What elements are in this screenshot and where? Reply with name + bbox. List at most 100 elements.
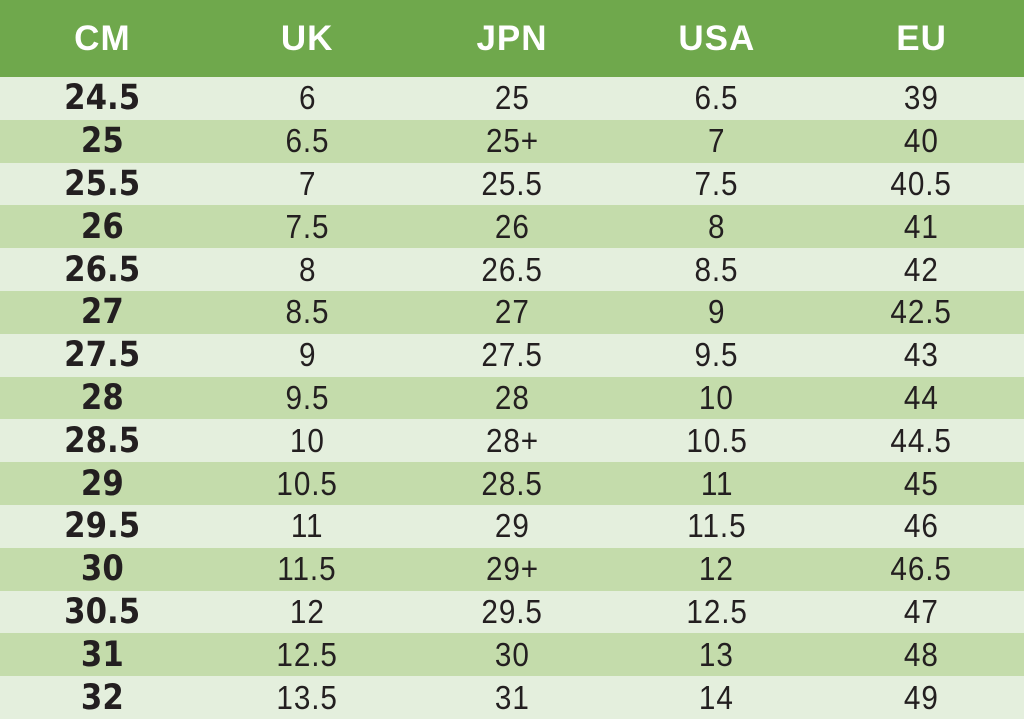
size-value: 43: [904, 336, 940, 374]
size-value-cell: 12: [205, 591, 410, 634]
size-value-cell: 49: [819, 676, 1024, 719]
size-value-cell: 30: [410, 633, 615, 676]
cm-value-cell: 27.5: [0, 334, 205, 377]
size-value: 49: [904, 678, 940, 716]
table-row: 32 13.5 31 14 49: [0, 676, 1024, 719]
table-row: 29 10.5 28.5 11 45: [0, 462, 1024, 505]
size-value: 14: [699, 678, 735, 716]
size-value-cell: 41: [819, 205, 1024, 248]
size-value: 28+: [485, 421, 539, 459]
size-value-cell: 7: [614, 120, 819, 163]
size-value: 28: [494, 378, 530, 416]
column-header-eu: EU: [819, 0, 1024, 77]
size-value-cell: 39: [819, 77, 1024, 120]
size-value-cell: 11: [614, 462, 819, 505]
size-value: 27.5: [64, 335, 141, 376]
table-row: 24.5 6 25 6.5 39: [0, 77, 1024, 120]
size-value: 46.5: [890, 550, 953, 588]
cm-value-cell: 30.5: [0, 591, 205, 634]
size-value-cell: 7.5: [614, 163, 819, 206]
column-header-uk: UK: [205, 0, 410, 77]
size-value: 31: [494, 678, 530, 716]
size-value: 8.5: [694, 250, 739, 288]
table-row: 27.5 9 27.5 9.5 43: [0, 333, 1024, 377]
size-value: 11.5: [687, 507, 747, 545]
size-value: 47: [904, 592, 940, 630]
size-value: 6: [298, 79, 316, 117]
size-value: 48: [904, 635, 940, 673]
size-value-cell: 46.5: [819, 548, 1024, 591]
cm-value-cell: 26: [0, 205, 205, 248]
column-header-label: USA: [678, 18, 756, 58]
size-value-cell: 9.5: [614, 334, 819, 377]
size-value-cell: 9: [205, 334, 410, 377]
size-value: 9.5: [694, 336, 739, 374]
size-value-cell: 25: [410, 77, 615, 120]
column-header-label: EU: [896, 18, 947, 58]
size-value: 10.5: [686, 421, 748, 459]
size-value-cell: 8: [614, 205, 819, 248]
size-value: 11: [290, 507, 324, 545]
size-value: 27.5: [481, 336, 543, 374]
size-value: 6.5: [285, 122, 330, 160]
size-value-cell: 40.5: [819, 163, 1024, 206]
size-value: 29.5: [64, 506, 141, 547]
size-value-cell: 28+: [410, 419, 615, 462]
size-value-cell: 27.5: [410, 334, 615, 377]
size-value: 27: [494, 293, 530, 331]
size-value-cell: 11: [205, 505, 410, 548]
cm-value-cell: 25.5: [0, 163, 205, 206]
size-value: 12.5: [276, 635, 338, 673]
size-value: 30: [494, 635, 530, 673]
size-value-cell: 9: [614, 291, 819, 334]
cm-value-cell: 27: [0, 291, 205, 334]
size-value: 25.5: [481, 164, 543, 202]
cm-value-cell: 30: [0, 548, 205, 591]
size-value-cell: 47: [819, 591, 1024, 634]
size-value: 6.5: [694, 79, 739, 117]
size-value: 30: [80, 549, 124, 590]
size-value: 8: [708, 207, 726, 245]
size-value-cell: 7.5: [205, 205, 410, 248]
size-value-cell: 10.5: [205, 462, 410, 505]
size-value: 10.5: [276, 464, 338, 502]
size-value: 11: [700, 464, 734, 502]
size-value: 9: [708, 293, 726, 331]
size-value: 7: [298, 164, 316, 202]
table-row: 28.5 10 28+ 10.5 44.5: [0, 419, 1024, 463]
size-value: 13: [699, 635, 735, 673]
size-value-cell: 44.5: [819, 419, 1024, 462]
size-value-cell: 43: [819, 334, 1024, 377]
size-value-cell: 44: [819, 377, 1024, 420]
size-value-cell: 6.5: [205, 120, 410, 163]
size-value: 7: [708, 122, 726, 160]
cm-value-cell: 28.5: [0, 419, 205, 462]
size-value-cell: 27: [410, 291, 615, 334]
size-value: 44: [904, 378, 940, 416]
size-value: 28: [80, 377, 124, 418]
size-value: 7.5: [694, 164, 739, 202]
size-value: 9: [298, 336, 316, 374]
cm-value-cell: 24.5: [0, 77, 205, 120]
size-value: 26.5: [481, 250, 543, 288]
table-row: 28 9.5 28 10 44: [0, 376, 1024, 420]
size-value: 12.5: [686, 592, 748, 630]
size-value: 8.5: [285, 293, 330, 331]
size-value-cell: 11.5: [614, 505, 819, 548]
table-row: 31 12.5 30 13 48: [0, 633, 1024, 677]
header-row: CM UK JPN USA EU: [0, 0, 1024, 77]
size-value-cell: 29.5: [410, 591, 615, 634]
size-value: 40.5: [890, 164, 953, 202]
size-value: 29: [494, 507, 530, 545]
size-value-cell: 12.5: [205, 633, 410, 676]
size-value-cell: 28.5: [410, 462, 615, 505]
cm-value-cell: 26.5: [0, 248, 205, 291]
size-value-cell: 29: [410, 505, 615, 548]
cm-value-cell: 25: [0, 120, 205, 163]
size-value-cell: 28: [410, 377, 615, 420]
size-value-cell: 25+: [410, 120, 615, 163]
table-row: 27 8.5 27 9 42.5: [0, 290, 1024, 334]
size-value: 26: [494, 207, 530, 245]
size-value: 42: [904, 250, 940, 288]
